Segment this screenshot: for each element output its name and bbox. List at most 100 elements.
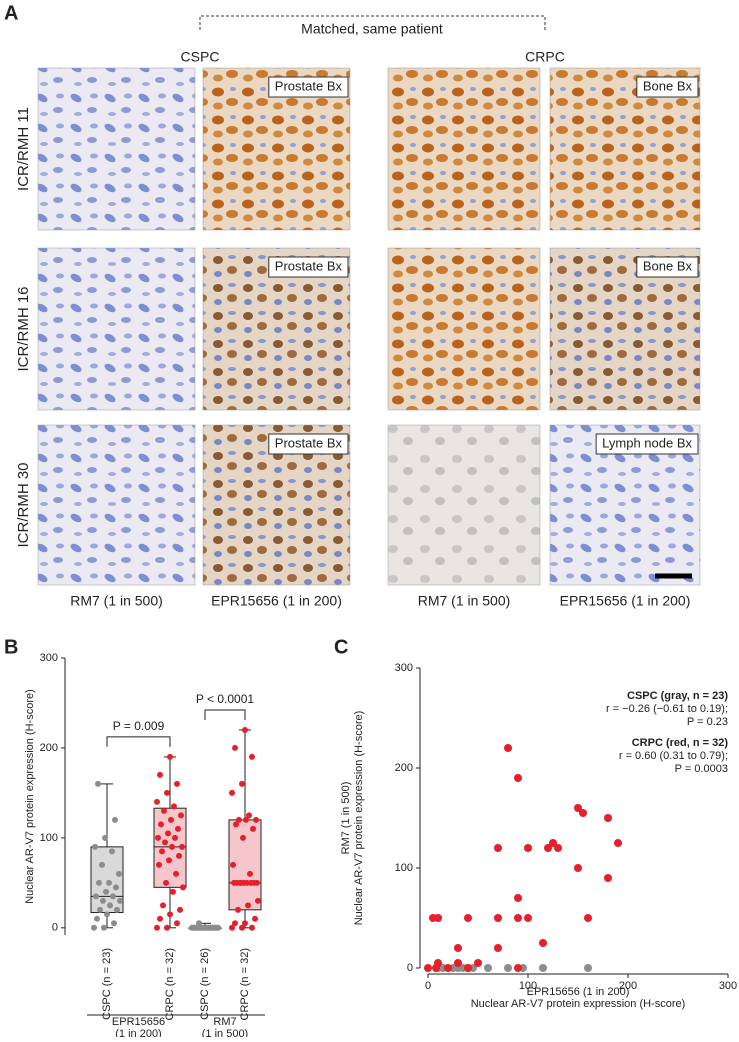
match-bracket: [199, 15, 546, 30]
column-label: EPR15656 (1 in 200): [560, 593, 691, 609]
point: [236, 816, 242, 823]
tag-box: [636, 256, 699, 278]
point: [514, 774, 522, 782]
tag-box: [268, 256, 349, 278]
point: [157, 915, 163, 922]
point: [247, 870, 253, 877]
point: [174, 780, 180, 787]
point: [239, 780, 245, 787]
point: [253, 816, 259, 823]
tag-box: [268, 76, 349, 98]
point: [539, 964, 547, 972]
biopsy-tag: Prostate Bx: [275, 258, 343, 273]
x-tick-label: CRPC (n = 32): [164, 948, 176, 1020]
point: [514, 914, 522, 922]
biopsy-tag: Lymph node Bx: [602, 435, 692, 450]
point: [97, 906, 103, 913]
p-bracket: [106, 736, 171, 747]
group-label: EPR15656: [112, 1016, 165, 1028]
point: [584, 964, 592, 972]
point: [232, 744, 238, 751]
point: [156, 861, 162, 868]
tag-box: [636, 76, 699, 98]
y-axis-title: RM7 (1 in 500): [340, 782, 352, 855]
point: [254, 879, 260, 886]
group-label: CRPC: [525, 49, 565, 65]
point: [99, 861, 105, 868]
point: [160, 902, 166, 909]
point: [504, 744, 512, 752]
point: [114, 906, 120, 913]
point: [167, 753, 173, 760]
point: [494, 944, 502, 952]
point: [246, 812, 252, 819]
point: [157, 771, 163, 778]
tag-box: [595, 433, 699, 455]
point: [232, 920, 238, 927]
x-tick-label: 300: [719, 980, 737, 992]
panel-label: C: [334, 636, 348, 658]
point: [213, 924, 219, 931]
point: [104, 911, 110, 918]
biopsy-tag: Bone Bx: [643, 78, 693, 93]
point: [166, 857, 172, 864]
point: [574, 804, 582, 812]
point: [240, 834, 246, 841]
point: [574, 864, 582, 872]
stat-annotation: CSPC (gray, n = 23): [627, 690, 728, 702]
y-axis-title: Nuclear AR-V7 protein expression (H-scor…: [353, 711, 365, 926]
x-axis-title: EPR15656 (1 in 200): [527, 986, 630, 998]
x-tick-label: CSPC (n = 23): [101, 948, 113, 1020]
point: [249, 753, 255, 760]
point: [106, 879, 112, 886]
point: [464, 914, 472, 922]
micrograph: [37, 67, 196, 231]
point: [454, 959, 462, 967]
point: [172, 834, 178, 841]
y-tick-label: 200: [40, 742, 58, 754]
point: [116, 870, 122, 877]
point: [163, 879, 169, 886]
point: [113, 884, 119, 891]
point: [159, 848, 165, 855]
point: [245, 902, 251, 909]
y-axis-title: Nuclear AR-V7 protein expression (H-scor…: [24, 689, 36, 904]
stat-annotation: r = 0.60 (0.31 to 0.79);: [619, 750, 728, 762]
point: [173, 870, 179, 877]
point: [155, 834, 161, 841]
point: [434, 914, 442, 922]
micrograph: [387, 67, 541, 231]
point: [203, 924, 209, 931]
point: [474, 959, 482, 967]
stat-annotation: P = 0.0003: [675, 763, 728, 775]
point: [235, 906, 241, 913]
column-label: RM7 (1 in 500): [418, 593, 511, 609]
point: [524, 914, 532, 922]
stat-annotation: P = 0.23: [687, 716, 728, 728]
y-tick-label: 300: [40, 652, 58, 664]
group-label: (1 in 200): [115, 1028, 161, 1037]
point: [179, 843, 185, 850]
point: [103, 888, 109, 895]
point: [117, 897, 123, 904]
point: [100, 897, 106, 904]
point: [544, 844, 552, 852]
point: [614, 839, 622, 847]
group-label: (1 in 500): [202, 1028, 248, 1037]
point: [233, 821, 239, 828]
point: [91, 924, 97, 931]
point: [494, 844, 502, 852]
point: [110, 893, 116, 900]
panel-label: B: [4, 636, 18, 658]
point: [524, 844, 532, 852]
point: [554, 844, 562, 852]
point: [164, 789, 170, 796]
biopsy-tag: Prostate Bx: [275, 435, 343, 450]
point: [167, 911, 173, 918]
point: [244, 879, 250, 886]
point: [168, 816, 174, 823]
point: [252, 915, 258, 922]
stat-annotation: r = −0.26 (−0.61 to 0.19);: [606, 703, 728, 715]
point: [424, 964, 432, 972]
